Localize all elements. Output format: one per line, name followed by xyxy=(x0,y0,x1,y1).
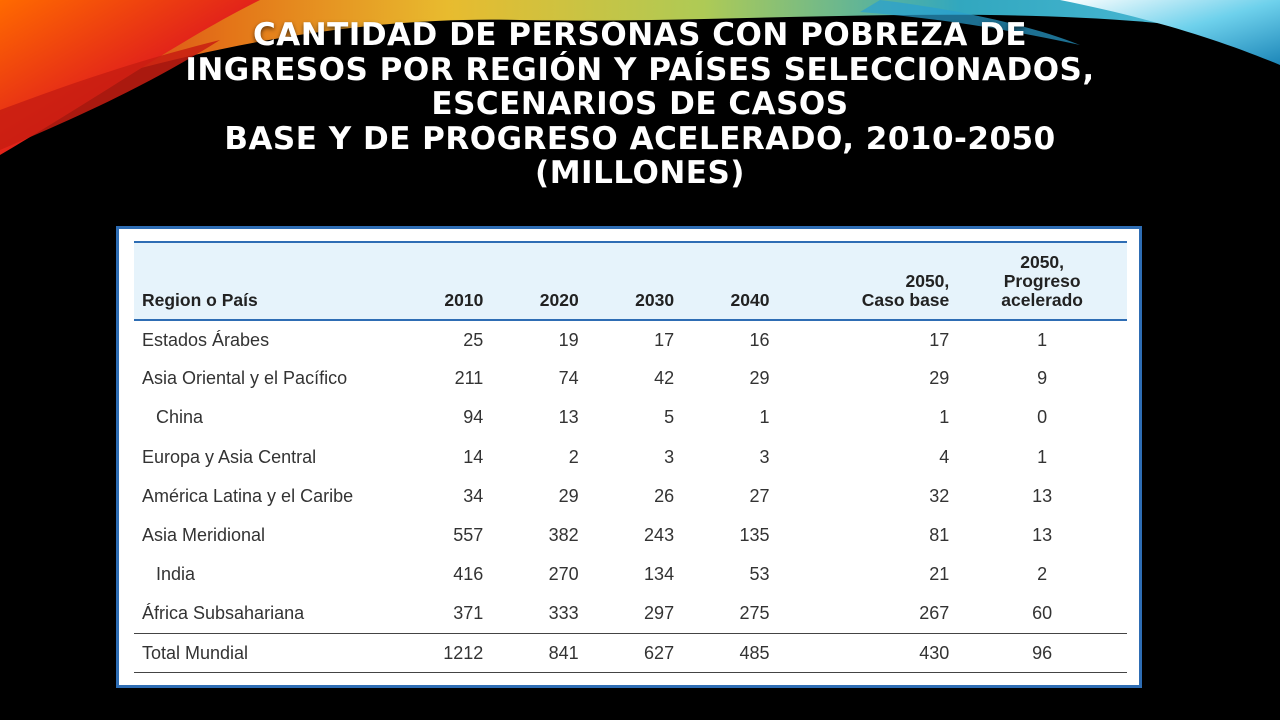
row-value: 42 xyxy=(654,368,675,389)
row-value: 5 xyxy=(664,407,675,428)
row-value: 21 xyxy=(929,564,950,585)
row-value: 9 xyxy=(1037,368,1048,389)
row-value: 211 xyxy=(454,368,484,389)
row-value: 627 xyxy=(586,632,683,674)
header-region: Region o País xyxy=(134,241,394,321)
row-value: 94 xyxy=(463,407,484,428)
row-value: 14 xyxy=(463,446,484,467)
row-value: 134 xyxy=(644,564,675,585)
table-body: Estados Árabes 25 19 17 16 17 1 Asia Oriental y… xyxy=(134,320,1127,674)
row-value: 1 xyxy=(1037,329,1048,350)
row-value: 13 xyxy=(558,407,579,428)
row-value: 26 xyxy=(654,485,675,506)
row-value: 135 xyxy=(739,525,770,546)
row-value: 1 xyxy=(939,407,950,428)
row-value: 3 xyxy=(664,446,675,467)
table-row: África Subsahariana 371 333 297 275 267 60 xyxy=(134,594,1127,633)
row-value: 60 xyxy=(1032,603,1053,624)
table-row: América Latina y el Caribe 34 29 26 27 32 13 xyxy=(134,477,1127,516)
row-name: Total Mundial xyxy=(134,632,394,674)
row-value: 270 xyxy=(548,564,579,585)
row-value: 2 xyxy=(568,446,579,467)
row-value: 81 xyxy=(929,525,950,546)
table-row: Asia Meridional 557 382 243 135 81 13 xyxy=(134,516,1127,555)
title-line-3: ESCENARIOS DE CASOS xyxy=(431,86,849,122)
title-line-2: INGRESOS POR REGIÓN Y PAÍSES SELECCIONAD… xyxy=(185,51,1095,88)
row-name: Asia Oriental y el Pacífico xyxy=(142,368,348,389)
poverty-table: Region o País 2010 2020 2030 2040 2050, … xyxy=(134,241,1127,674)
decorative-swoosh xyxy=(0,0,1280,155)
row-value: 430 xyxy=(777,632,958,674)
row-value: 13 xyxy=(1032,525,1053,546)
table-row: China 94 13 5 1 1 0 xyxy=(134,398,1127,437)
row-value: 29 xyxy=(558,485,579,506)
row-value: 0 xyxy=(1037,407,1048,428)
table-row: India 416 270 134 53 21 2 xyxy=(134,555,1127,594)
table-row: Europa y Asia Central 14 2 3 3 4 1 xyxy=(134,438,1127,477)
row-value: 13 xyxy=(1032,485,1053,506)
row-value: 4 xyxy=(939,446,950,467)
row-value: 34 xyxy=(463,485,484,506)
row-name: Asia Meridional xyxy=(142,525,266,546)
row-value: 29 xyxy=(929,368,950,389)
table-total-row: Total Mundial 1212 841 627 485 430 96 xyxy=(134,632,1127,674)
row-value: 19 xyxy=(558,329,579,350)
row-name: China xyxy=(156,407,204,428)
row-value: 1 xyxy=(759,407,770,428)
row-name: India xyxy=(156,564,196,585)
row-value: 25 xyxy=(463,329,484,350)
row-value: 96 xyxy=(957,632,1127,674)
row-value: 1212 xyxy=(394,632,492,674)
row-name: Europa y Asia Central xyxy=(142,446,317,467)
row-value: 2 xyxy=(1037,564,1048,585)
header-2050-base: 2050, Caso base xyxy=(777,241,958,321)
row-value: 16 xyxy=(749,329,770,350)
row-value: 17 xyxy=(929,329,950,350)
row-value: 3 xyxy=(759,446,770,467)
table-header-row: Region o País 2010 2020 2030 2040 2050, … xyxy=(134,241,1127,321)
row-value: 416 xyxy=(453,564,484,585)
row-value: 267 xyxy=(919,603,950,624)
row-value: 485 xyxy=(682,632,778,674)
table-row: Asia Oriental y el Pacífico 211 74 42 29 29 9 xyxy=(134,359,1127,398)
table-row: Estados Árabes 25 19 17 16 17 1 xyxy=(134,320,1127,359)
title-line-4: BASE Y DE PROGRESO ACELERADO, 2010-2050 xyxy=(224,120,1056,157)
row-value: 297 xyxy=(644,603,675,624)
row-value: 557 xyxy=(453,525,484,546)
row-name: Estados Árabes xyxy=(142,329,270,350)
header-2030: 2030 xyxy=(586,241,683,321)
header-2050-accelerated: 2050, Progreso acelerado xyxy=(957,241,1127,321)
row-value: 74 xyxy=(558,368,579,389)
table-frame: Region o País 2010 2020 2030 2040 2050, … xyxy=(116,226,1142,688)
row-value: 17 xyxy=(654,329,675,350)
row-value: 333 xyxy=(548,603,579,624)
row-value: 53 xyxy=(749,564,770,585)
header-2020: 2020 xyxy=(491,241,587,321)
slide-title: CANTIDAD DE PERSONAS CON POBREZA DE INGR… xyxy=(0,18,1280,191)
row-value: 243 xyxy=(644,525,675,546)
row-value: 29 xyxy=(749,368,770,389)
row-name: América Latina y el Caribe xyxy=(142,485,354,506)
row-name: África Subsahariana xyxy=(142,603,305,624)
header-2010: 2010 xyxy=(394,241,492,321)
row-value: 841 xyxy=(491,632,587,674)
row-value: 382 xyxy=(548,525,579,546)
title-line-5: (MILLONES) xyxy=(535,155,745,191)
row-value: 1 xyxy=(1037,446,1048,467)
header-2040: 2040 xyxy=(682,241,778,321)
row-value: 32 xyxy=(929,485,950,506)
title-line-1: CANTIDAD DE PERSONAS CON POBREZA DE xyxy=(252,17,1028,53)
row-value: 275 xyxy=(739,603,770,624)
row-value: 371 xyxy=(453,603,484,624)
row-value: 27 xyxy=(749,485,770,506)
